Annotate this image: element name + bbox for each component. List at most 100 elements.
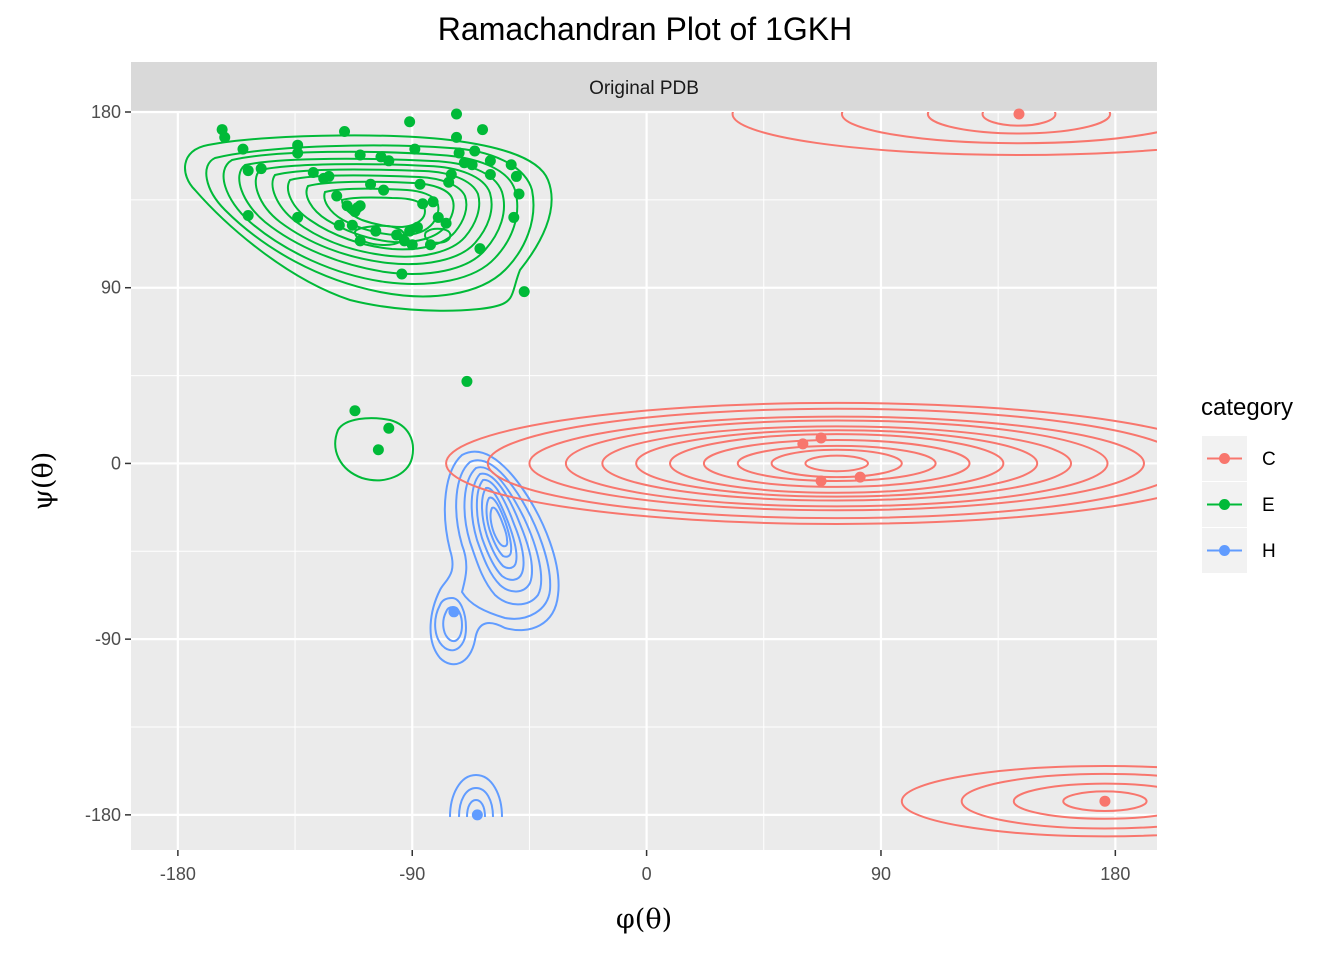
- contour-C-1-3: [731, 112, 1157, 156]
- point-E: [341, 200, 353, 212]
- point-H: [471, 809, 483, 821]
- x-tick-label: 90: [871, 864, 891, 884]
- point-E: [354, 235, 366, 247]
- legend-item-C: C: [1202, 436, 1276, 481]
- point-C: [815, 432, 827, 444]
- point-E: [406, 239, 418, 251]
- contour-C-0-10: [445, 401, 1157, 525]
- point-E: [411, 221, 423, 233]
- point-E: [346, 219, 358, 231]
- point-C: [854, 471, 866, 483]
- point-E: [365, 178, 377, 190]
- point-E: [505, 159, 517, 171]
- contour-C-0-8: [528, 415, 1145, 512]
- point-E: [432, 211, 444, 223]
- point-E: [333, 219, 345, 231]
- legend-item-H: H: [1202, 528, 1276, 573]
- contour-C-0-9: [486, 407, 1157, 520]
- point-E: [354, 200, 366, 212]
- point-E: [383, 422, 395, 434]
- legend-label: H: [1262, 541, 1276, 562]
- grid-minor: [131, 112, 1157, 850]
- point-E: [414, 178, 426, 190]
- point-E: [339, 126, 351, 138]
- point-E: [396, 268, 408, 280]
- legend-label: E: [1262, 495, 1275, 516]
- point-E: [469, 145, 481, 157]
- contour-H-main-6: [481, 486, 518, 570]
- contour-C-0-2: [736, 444, 937, 482]
- contour-E-12: [423, 227, 452, 244]
- point-E: [424, 239, 436, 251]
- contour-H-bottom-1: [449, 773, 503, 818]
- contour-E-outer: [184, 134, 553, 312]
- y-tick-label: 0: [111, 453, 121, 473]
- contour-C-0-1: [770, 448, 903, 479]
- point-E: [409, 143, 421, 155]
- x-axis-title: φ(θ): [616, 904, 672, 935]
- y-tick-label: 180: [91, 102, 121, 122]
- contour-C-2-3: [900, 765, 1157, 838]
- point-E: [510, 170, 522, 182]
- contour-H-main-5: [475, 478, 525, 581]
- facet-label: Original PDB: [589, 78, 699, 99]
- contour-H-main-8: [489, 506, 509, 548]
- contour-C-0-7: [564, 419, 1109, 508]
- contour-C-1-2: [840, 112, 1157, 145]
- point-E: [518, 286, 530, 298]
- x-axis: -180 -90 0 90 180: [160, 850, 1130, 884]
- point-E: [378, 184, 390, 196]
- point-E: [391, 229, 403, 241]
- contours-E: [184, 134, 553, 482]
- point-C: [815, 475, 827, 487]
- chart-title: Ramachandran Plot of 1GKH: [438, 11, 852, 47]
- contour-C-0-0: [804, 454, 869, 473]
- data-points: [216, 108, 1111, 821]
- point-E: [383, 155, 395, 167]
- contour-H-bottom-2: [458, 786, 494, 818]
- contour-H-main-4: [470, 472, 533, 593]
- point-E: [354, 149, 366, 161]
- contour-C-2-0: [1062, 790, 1148, 812]
- legend-key-point: [1219, 453, 1230, 464]
- point-E: [484, 155, 496, 167]
- contour-H-bottom-3: [466, 798, 486, 818]
- point-E: [237, 143, 249, 155]
- point-E: [513, 188, 525, 200]
- contour-C-1-1: [926, 112, 1112, 135]
- point-E: [292, 147, 304, 159]
- x-tick-label: -180: [160, 864, 196, 884]
- contour-C-0-4: [669, 433, 1005, 494]
- point-E: [451, 108, 463, 120]
- point-C: [1099, 795, 1111, 807]
- density-contours: [184, 134, 560, 818]
- point-E: [331, 190, 343, 202]
- grid-major: [131, 110, 1157, 850]
- point-E: [323, 170, 335, 182]
- point-E: [404, 116, 416, 128]
- contour-C-0-3: [702, 439, 971, 488]
- contour-C-0-6: [601, 425, 1073, 502]
- x-tick-label: 180: [1100, 864, 1130, 884]
- contour-H-main-3: [463, 466, 543, 606]
- contour-C-1-0: [981, 112, 1057, 127]
- x-tick-label: 0: [642, 864, 652, 884]
- y-tick-label: -180: [85, 805, 121, 825]
- point-E: [242, 165, 254, 177]
- legend: category C E H: [1201, 394, 1293, 573]
- point-E: [474, 243, 486, 255]
- point-E: [466, 159, 478, 171]
- contour-C-0-5: [635, 429, 1039, 498]
- contour-E-5: [254, 163, 493, 266]
- contour-H-small-2: [442, 605, 464, 642]
- point-E: [477, 124, 489, 136]
- y-tick-label: -90: [95, 629, 121, 649]
- point-E: [370, 225, 382, 237]
- legend-title: category: [1201, 394, 1293, 421]
- contour-H-main-7: [485, 496, 513, 558]
- point-C: [1013, 108, 1025, 120]
- contour-E-11: [354, 224, 406, 247]
- point-E: [292, 139, 304, 151]
- point-E: [307, 167, 319, 179]
